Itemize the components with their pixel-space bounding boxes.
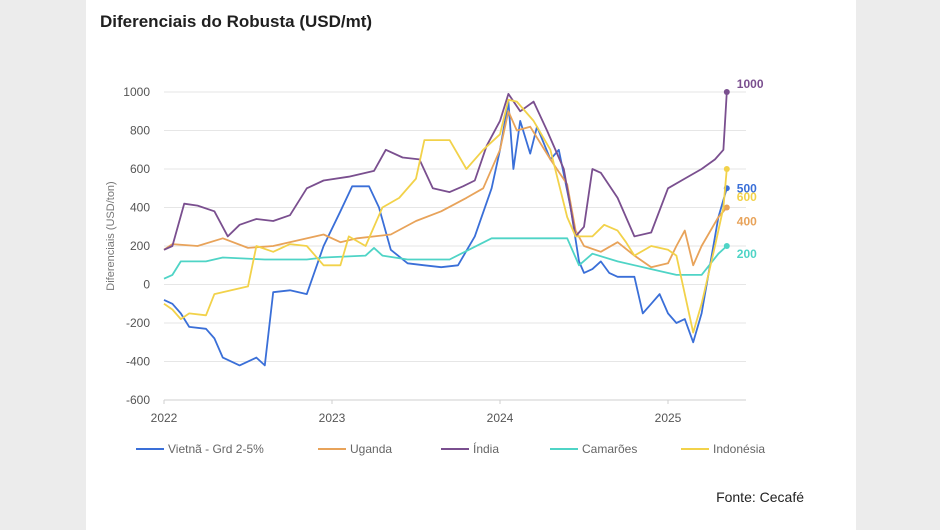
series-end-point (723, 204, 730, 211)
source-note: Fonte: Cecafé (716, 489, 804, 505)
series-end-label: 400 (737, 215, 757, 229)
y-tick-label: 800 (130, 124, 150, 138)
legend: Vietnã - Grd 2-5% Uganda Índia Camarões Indo… (136, 441, 765, 456)
y-tick-label: 400 (130, 201, 150, 215)
end-labels: 500 400 1000 200 600 (737, 77, 764, 261)
legend-label: Uganda (350, 442, 392, 456)
x-tick-label: 2022 (151, 411, 178, 425)
x-tick-label: 2025 (655, 411, 682, 425)
y-axis-label: Diferenciais (USD/ton) (105, 181, 117, 290)
y-tick-label: 1000 (123, 85, 150, 99)
y-tick-label: 600 (130, 162, 150, 176)
x-tick-label: 2023 (319, 411, 346, 425)
series-end-label: 200 (737, 247, 757, 261)
series-end-label: 1000 (737, 77, 764, 91)
series-line (163, 91, 728, 251)
legend-label: Camarões (582, 442, 637, 456)
series-lines (163, 89, 730, 367)
chart-card: Diferenciais do Robusta (USD/mt) 1000 800… (86, 0, 856, 530)
x-tick-label: 2024 (487, 411, 514, 425)
grid (164, 91, 746, 401)
series-end-label: 600 (737, 190, 757, 204)
series-line (163, 100, 728, 367)
series-end-point (723, 89, 730, 95)
series-line (163, 237, 728, 280)
y-tick-label: 200 (130, 239, 150, 253)
series-end-point (723, 166, 730, 172)
y-tick-label: -600 (126, 393, 150, 407)
legend-label: Índia (473, 441, 499, 456)
series-line (163, 110, 728, 269)
y-tick-label: -400 (126, 355, 150, 369)
series-end-point (723, 243, 730, 249)
legend-label: Indonésia (713, 442, 765, 456)
y-tick-label: -200 (126, 316, 150, 330)
series-end-label: 500 (737, 181, 757, 195)
chart-title: Diferenciais do Robusta (USD/mt) (100, 12, 373, 31)
legend-label: Vietnã - Grd 2-5% (168, 442, 264, 456)
y-tick-label: 0 (143, 278, 150, 292)
series-line (163, 98, 728, 334)
